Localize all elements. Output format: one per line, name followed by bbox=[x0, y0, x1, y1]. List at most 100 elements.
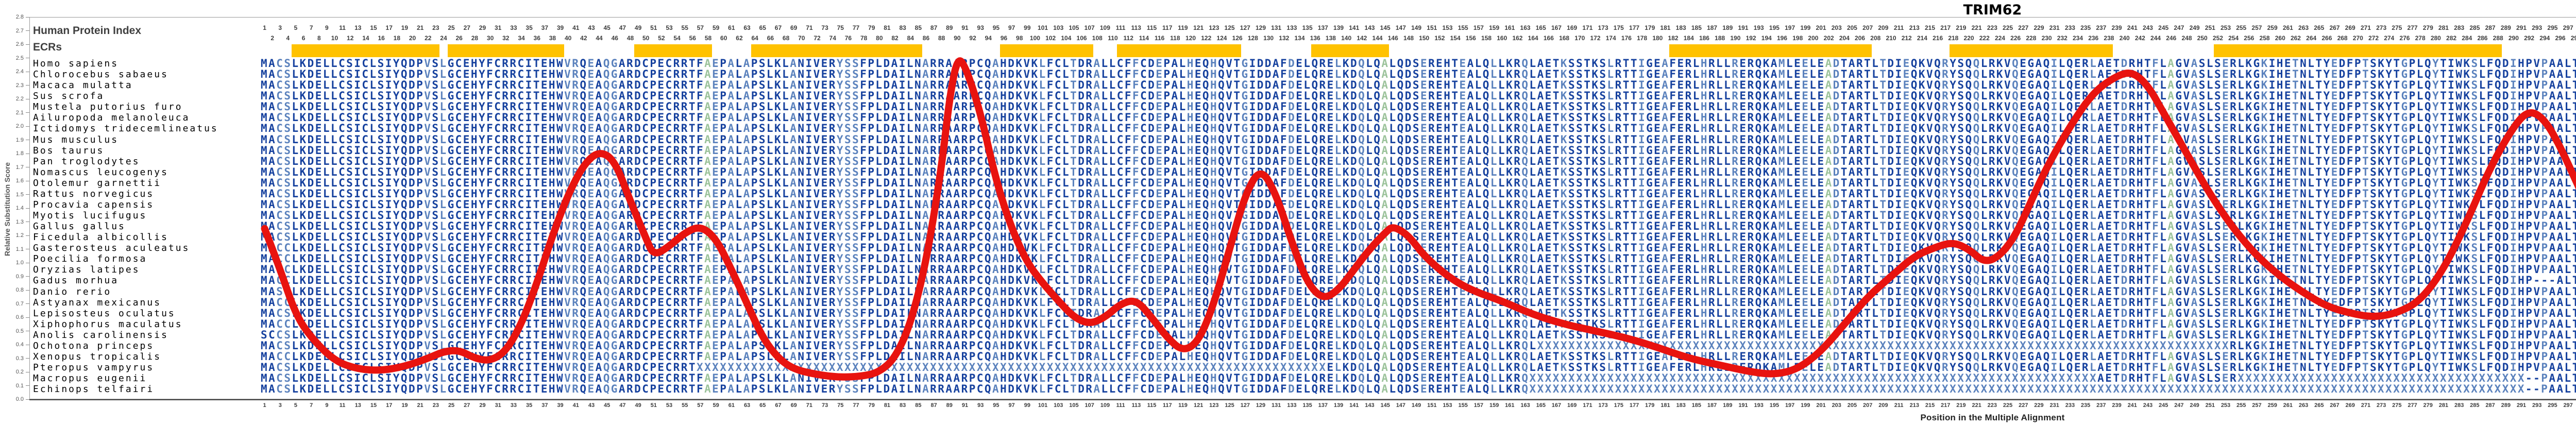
top-position-number: 255 bbox=[2236, 24, 2247, 31]
species-label: Macaca mulatta bbox=[33, 80, 133, 91]
top-position-number: 7 bbox=[309, 24, 313, 31]
top-position-number: 271 bbox=[2360, 24, 2371, 31]
sequence-row: MACSLKDELLCSICLSIYQDPVSLGCEHYFCRRCITEHWV… bbox=[261, 188, 2576, 199]
top-position-number: 288 bbox=[2493, 35, 2503, 42]
top-position-number: 172 bbox=[1590, 35, 1601, 42]
top-position-number: 126 bbox=[1232, 35, 1243, 42]
ecr-segment bbox=[1949, 44, 2113, 57]
top-position-number: 74 bbox=[829, 35, 836, 42]
top-position-number: 11 bbox=[339, 24, 346, 31]
top-position-number: 131 bbox=[1271, 24, 1282, 31]
species-label: Lepisosteus oculatus bbox=[33, 308, 176, 319]
top-position-number: 259 bbox=[2267, 24, 2278, 31]
y-tick-label: 2.8 bbox=[15, 14, 24, 20]
top-position-number: 201 bbox=[1816, 24, 1826, 31]
top-position-number: 129 bbox=[1255, 24, 1266, 31]
y-tick-mark bbox=[26, 358, 29, 359]
top-position-number: 221 bbox=[1971, 24, 1982, 31]
top-position-number: 282 bbox=[2446, 35, 2457, 42]
top-position-number: 125 bbox=[1224, 24, 1235, 31]
sequence-row: MACSLKDELLCSICLSIYQDPVSLGCEHYFCRRCITEHWV… bbox=[261, 177, 2576, 189]
species-label: Astyanax mexicanus bbox=[33, 297, 162, 308]
sequence-row: MACSLKDELLCSICLSIYQDPVSLGCEHYFCRRCITEHWV… bbox=[261, 58, 2576, 69]
top-position-number: 134 bbox=[1294, 35, 1305, 42]
top-position-number: 80 bbox=[876, 35, 883, 42]
top-position-number: 299 bbox=[2572, 24, 2576, 31]
top-position-number: 31 bbox=[495, 24, 502, 31]
top-position-number: 193 bbox=[1753, 24, 1764, 31]
top-position-number: 187 bbox=[1707, 24, 1718, 31]
top-position-number: 148 bbox=[1403, 35, 1414, 42]
top-position-number: 190 bbox=[1730, 35, 1741, 42]
top-position-number: 66 bbox=[767, 35, 774, 42]
y-tick-label: 0.0 bbox=[15, 396, 24, 402]
top-position-number: 248 bbox=[2181, 35, 2192, 42]
top-position-number: 90 bbox=[954, 35, 961, 42]
top-position-number: 202 bbox=[1823, 35, 1834, 42]
top-position-number: 36 bbox=[533, 35, 540, 42]
species-label: Ictidomys tridecemlineatus bbox=[33, 123, 218, 134]
top-position-number: 70 bbox=[798, 35, 805, 42]
top-position-number: 285 bbox=[2469, 24, 2480, 31]
y-tick-mark bbox=[26, 385, 29, 386]
top-position-number: 103 bbox=[1053, 24, 1064, 31]
top-position-number: 155 bbox=[1458, 24, 1468, 31]
top-position-number: 243 bbox=[2142, 24, 2153, 31]
top-position-number: 284 bbox=[2462, 35, 2472, 42]
species-label: Oryzias latipes bbox=[33, 264, 140, 276]
y-tick-label: 1.5 bbox=[15, 191, 24, 198]
top-position-number: 237 bbox=[2096, 24, 2107, 31]
top-position-number: 267 bbox=[2329, 24, 2340, 31]
sequence-row: MACSLKDELLCSICLSIYQDPVSLGCEHYFCRRCITEHWV… bbox=[261, 123, 2576, 134]
top-position-number: 194 bbox=[1761, 35, 1772, 42]
top-position-number: 154 bbox=[1450, 35, 1461, 42]
figure-title: TRIM62 bbox=[1963, 2, 2022, 18]
top-position-number: 8 bbox=[317, 35, 321, 42]
top-position-number: 138 bbox=[1325, 35, 1336, 42]
sequence-row: MACSLKDELLCSICLSIYQDPVSLGCEHYFCRRCITEHWV… bbox=[261, 199, 2576, 210]
top-position-number: 112 bbox=[1123, 35, 1133, 42]
top-position-number: 110 bbox=[1108, 35, 1118, 42]
species-label: Procavia capensis bbox=[33, 199, 155, 210]
top-position-number: 233 bbox=[2064, 24, 2075, 31]
top-position-number: 5 bbox=[294, 24, 298, 31]
top-position-number: 124 bbox=[1216, 35, 1227, 42]
top-position-number: 153 bbox=[1442, 24, 1453, 31]
y-tick-mark bbox=[26, 303, 29, 304]
top-position-number: 85 bbox=[914, 24, 922, 31]
species-label: Poecilia formosa bbox=[33, 253, 147, 265]
species-label: Ochotona princeps bbox=[33, 340, 155, 351]
top-position-number: 14 bbox=[362, 35, 369, 42]
top-position-number: 54 bbox=[673, 35, 681, 42]
ecr-segment bbox=[999, 44, 1094, 57]
top-position-number: 152 bbox=[1434, 35, 1445, 42]
top-position-number: 23 bbox=[432, 24, 439, 31]
top-position-number: 150 bbox=[1419, 35, 1430, 42]
y-tick-label: 1.0 bbox=[15, 260, 24, 266]
species-label: Mus musculus bbox=[33, 134, 119, 145]
top-position-number: 298 bbox=[2570, 35, 2576, 42]
top-position-number: 79 bbox=[868, 24, 875, 31]
ecr-segment bbox=[292, 44, 440, 57]
top-position-number: 220 bbox=[1963, 35, 1974, 42]
top-position-number: 229 bbox=[2033, 24, 2044, 31]
species-label: Danio rerio bbox=[33, 286, 112, 297]
top-position-number: 108 bbox=[1092, 35, 1103, 42]
top-position-number: 147 bbox=[1395, 24, 1406, 31]
top-position-number: 99 bbox=[1024, 24, 1031, 31]
y-tick-mark bbox=[26, 126, 29, 127]
top-position-number: 106 bbox=[1076, 35, 1087, 42]
species-label: Ficedula albicollis bbox=[33, 232, 168, 243]
top-position-number: 156 bbox=[1465, 35, 1476, 42]
top-position-number: 223 bbox=[1987, 24, 1997, 31]
plot-border bbox=[29, 17, 2576, 399]
top-position-number: 76 bbox=[844, 35, 852, 42]
top-position-number: 184 bbox=[1683, 35, 1694, 42]
species-label: Homo sapiens bbox=[33, 58, 119, 69]
top-position-number: 44 bbox=[596, 35, 603, 42]
top-position-number: 276 bbox=[2399, 35, 2410, 42]
top-position-number: 263 bbox=[2298, 24, 2309, 31]
top-position-number: 142 bbox=[1357, 35, 1367, 42]
top-position-number: 226 bbox=[2010, 35, 2021, 42]
top-position-number: 19 bbox=[401, 24, 409, 31]
